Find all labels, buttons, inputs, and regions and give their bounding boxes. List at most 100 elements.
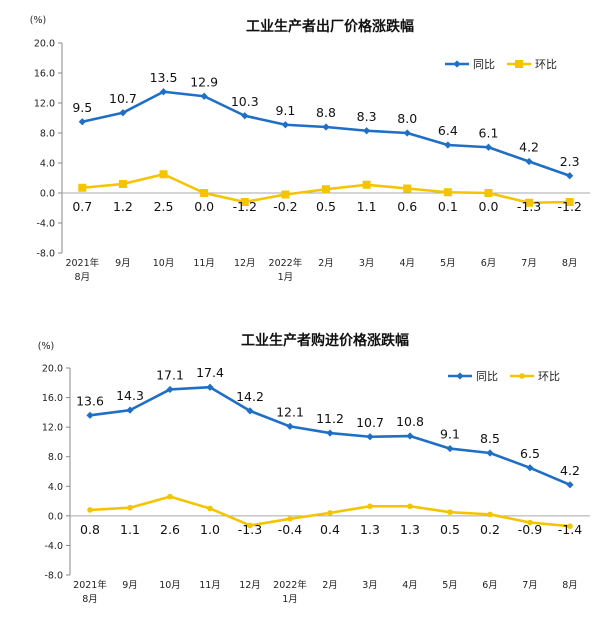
data-label-mom: 0.6 bbox=[397, 199, 417, 214]
point-mom bbox=[487, 511, 493, 518]
chart-2: 工业生产者购进价格涨跌幅 (%) 20.0 16.0 12.0 8.0 4.0 0.0 -4.0… bbox=[38, 332, 590, 605]
point-yoy bbox=[86, 411, 94, 419]
data-label-mom: 2.6 bbox=[160, 522, 180, 537]
x-tick-label: 2022年 1月 bbox=[269, 257, 303, 283]
x-tick-label: 7月 bbox=[522, 580, 538, 591]
point-yoy bbox=[206, 383, 214, 391]
y-tick-label: 4.0 bbox=[48, 482, 63, 493]
point-yoy bbox=[486, 449, 494, 457]
data-label-yoy: 11.2 bbox=[316, 411, 344, 426]
point-yoy bbox=[446, 444, 454, 453]
point-mom bbox=[565, 198, 574, 206]
x-tick-label: 11月 bbox=[199, 580, 221, 591]
x-tick-label: 12月 bbox=[234, 258, 256, 269]
point-yoy bbox=[281, 121, 289, 129]
point-yoy bbox=[525, 157, 533, 166]
point-yoy bbox=[78, 118, 86, 126]
data-label-mom: 0.1 bbox=[438, 199, 458, 214]
y-tick-label: 0.0 bbox=[48, 511, 63, 522]
point-mom bbox=[527, 519, 533, 526]
data-label-mom: 0.0 bbox=[479, 199, 499, 214]
x-tick-label: 2月 bbox=[318, 258, 334, 269]
y-tick-label: 12.0 bbox=[34, 99, 55, 110]
point-mom bbox=[484, 189, 493, 197]
data-label-mom: 0.5 bbox=[316, 199, 336, 214]
point-yoy bbox=[286, 422, 294, 431]
x-tick-label: 2021年 8月 bbox=[65, 257, 99, 283]
y-tick-label: 16.0 bbox=[42, 393, 63, 404]
point-mom bbox=[403, 184, 412, 193]
data-label-yoy: 8.0 bbox=[397, 111, 417, 126]
x-tick-label: 6月 bbox=[482, 580, 498, 591]
data-label-mom: 0.4 bbox=[320, 522, 340, 537]
data-label-mom: 2.5 bbox=[154, 199, 174, 214]
point-yoy bbox=[484, 143, 493, 151]
point-mom bbox=[447, 509, 453, 515]
x-tick-label: 4月 bbox=[399, 258, 415, 269]
point-mom bbox=[525, 198, 534, 207]
data-label-yoy: 4.2 bbox=[560, 463, 580, 478]
chart-title: 工业生产者购进价格涨跌幅 bbox=[241, 332, 409, 349]
data-label-mom: 0.5 bbox=[440, 522, 460, 537]
legend-label-yoy: 同比 bbox=[476, 370, 498, 383]
point-yoy bbox=[159, 88, 168, 96]
x-tick-label: 12月 bbox=[239, 580, 261, 591]
point-mom bbox=[159, 170, 168, 179]
data-label-yoy: 13.6 bbox=[76, 393, 104, 408]
point-yoy bbox=[403, 129, 411, 137]
point-mom bbox=[200, 189, 209, 197]
legend-marker-yoy bbox=[453, 60, 461, 68]
y-tick-label: 0.0 bbox=[40, 189, 55, 200]
y-axis-unit: (%) bbox=[30, 15, 46, 26]
point-yoy bbox=[444, 141, 452, 149]
data-label-yoy: 13.5 bbox=[150, 70, 178, 85]
y-tick-label: -4.0 bbox=[36, 219, 55, 230]
point-yoy bbox=[406, 432, 414, 440]
point-yoy bbox=[166, 385, 174, 394]
x-tick-label: 9月 bbox=[122, 580, 138, 591]
data-label-mom: -1.2 bbox=[557, 199, 581, 214]
point-mom bbox=[207, 505, 213, 512]
point-mom bbox=[443, 188, 452, 197]
y-tick-label: 8.0 bbox=[48, 452, 63, 463]
chart-title: 工业生产者出厂价格涨跌幅 bbox=[246, 18, 414, 35]
data-label-yoy: 17.1 bbox=[156, 367, 184, 382]
data-label-mom: -0.4 bbox=[278, 522, 302, 537]
data-label-yoy: 17.4 bbox=[196, 365, 224, 380]
x-tick-label: 9月 bbox=[115, 258, 131, 269]
point-yoy bbox=[526, 464, 534, 472]
data-label-yoy: 14.2 bbox=[236, 389, 264, 404]
data-label-mom: 0.7 bbox=[72, 199, 92, 214]
data-label-mom: -1.4 bbox=[558, 522, 582, 537]
point-yoy bbox=[366, 433, 374, 441]
y-tick-label: 12.0 bbox=[42, 423, 63, 434]
data-label-mom: -1.3 bbox=[517, 199, 541, 214]
data-label-mom: -0.9 bbox=[518, 522, 542, 537]
data-label-mom: -1.2 bbox=[233, 199, 257, 214]
data-label-yoy: 9.5 bbox=[72, 100, 92, 115]
x-tick-label: 5月 bbox=[442, 580, 458, 591]
x-tick-label: 2021年 8月 bbox=[73, 579, 107, 605]
data-label-mom: 0.2 bbox=[480, 522, 500, 537]
y-tick-label: 8.0 bbox=[40, 129, 55, 140]
data-label-yoy: 12.1 bbox=[276, 404, 304, 419]
legend-marker-mom bbox=[519, 373, 525, 379]
y-tick-label: 16.0 bbox=[34, 69, 55, 80]
data-label-mom: 1.0 bbox=[200, 522, 220, 537]
x-tick-label: 4月 bbox=[402, 580, 418, 591]
point-mom bbox=[327, 510, 333, 516]
y-tick-label: 20.0 bbox=[42, 364, 63, 375]
point-mom bbox=[281, 190, 290, 199]
data-label-yoy: 14.3 bbox=[116, 388, 144, 403]
x-tick-label: 10月 bbox=[153, 258, 175, 269]
data-label-yoy: 10.7 bbox=[109, 91, 137, 106]
data-label-mom: 1.3 bbox=[360, 522, 380, 537]
point-mom bbox=[322, 185, 330, 194]
y-tick-label: -4.0 bbox=[44, 541, 63, 552]
point-yoy bbox=[566, 481, 574, 489]
point-mom bbox=[567, 523, 573, 530]
legend-label-mom: 环比 bbox=[535, 58, 557, 71]
data-label-yoy: 9.1 bbox=[440, 427, 460, 442]
y-tick-label: -8.0 bbox=[44, 571, 63, 582]
data-label-yoy: 8.8 bbox=[316, 105, 336, 120]
